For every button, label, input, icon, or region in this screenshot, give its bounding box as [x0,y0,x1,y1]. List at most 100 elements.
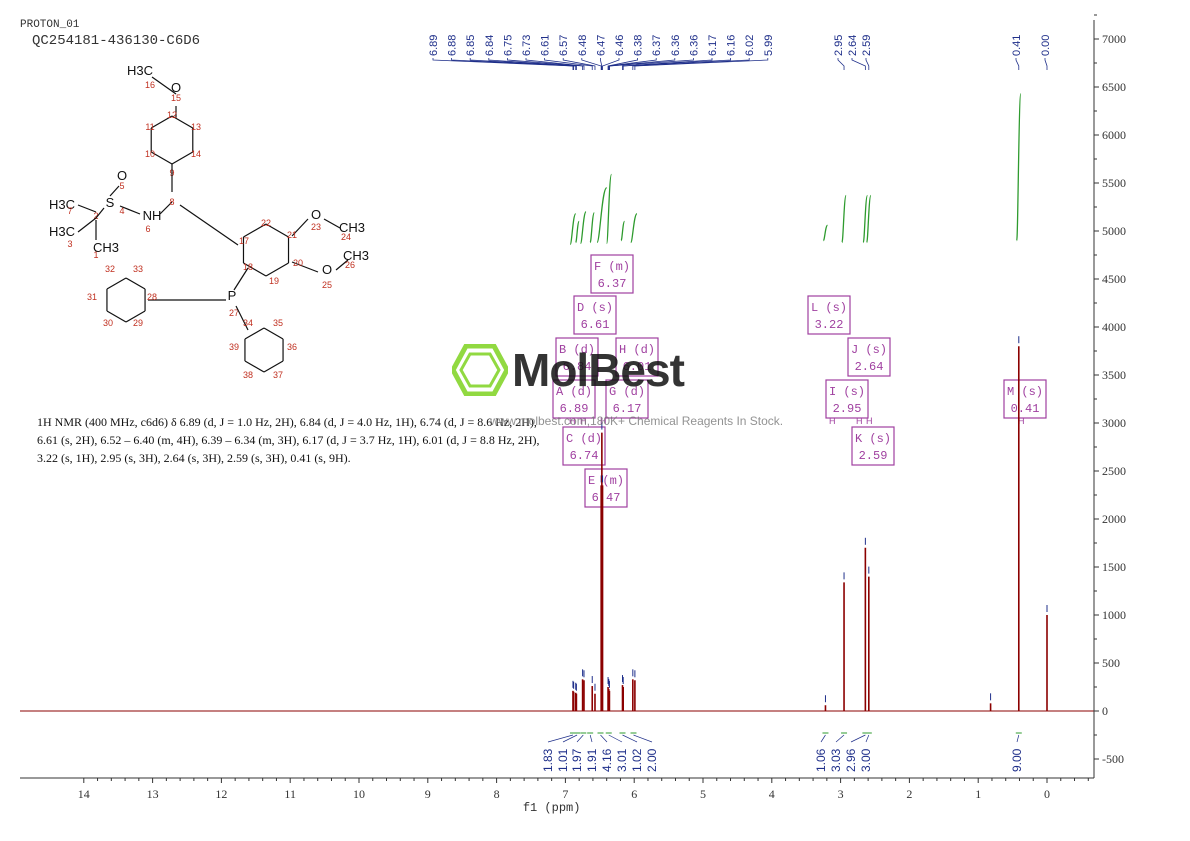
peak-label-connector [600,58,603,70]
peak-label-connector [581,58,602,70]
y-tick-label: 4000 [1102,320,1126,334]
atom-label: H3C [127,63,153,78]
integral-connector [835,734,845,743]
atom-number: 11 [145,122,154,132]
multiplet-box-frame [590,254,634,294]
atom-number: 1 [93,250,98,260]
bond [77,204,97,213]
atom-number: 15 [171,93,181,103]
atom-number: 5 [119,181,124,191]
atom-number: 13 [191,122,201,132]
multiplet-box-frame [615,337,659,377]
atom-number: 38 [243,370,253,380]
integral-value: 9.00 [1010,748,1024,772]
x-tick-label: 8 [494,787,500,801]
multiplet-box: C (d) 6.74 [562,426,606,466]
atom-label: NH [143,208,162,223]
integral-connector [608,734,623,743]
multiplet-box-frame [851,426,895,466]
integration-curve [630,213,638,244]
peak-label: 6.17 [707,35,719,56]
integration-curve [575,220,580,244]
multiplet-label: I (s) [829,385,865,399]
peak-label-connector [851,58,866,70]
bond [95,207,105,219]
bond [77,217,97,233]
atom-label: O [171,80,181,95]
sn-bond [119,205,141,215]
bond [323,218,341,229]
multiplet-label: L (s) [811,301,847,315]
atom-label: O [311,207,321,222]
multiplet-shift: 6.84 [563,360,592,374]
multiplet-label: B (d) [559,343,595,357]
atom-number: 36 [287,342,297,352]
spectrum-trace [20,336,1094,712]
x-tick-label: 11 [284,787,296,801]
peak-label-connector [622,58,731,70]
atom-number: 28 [147,292,157,302]
peak-label: 6.48 [577,35,589,56]
anisole-ring-bond [150,115,173,129]
peak-label: 6.89 [428,35,440,56]
multiplet-shift: 2.59 [859,449,888,463]
peak-label-connector [622,58,713,70]
peak-label: 6.61 [540,35,552,56]
atom-number: 33 [133,264,143,274]
atom-number: 30 [103,318,113,328]
peak-label: 5.99 [763,35,775,56]
peak-label: 2.64 [847,35,859,56]
atom-number: 20 [293,258,303,268]
atom-number: 24 [341,232,351,242]
multiplet-h-marker: H [569,416,576,426]
y-tick-label: 1500 [1102,560,1126,574]
peak-label-connector [506,58,583,70]
bond [291,261,319,273]
y-tick-label: 2500 [1102,464,1126,478]
sample-id: QC254181-436130-C6D6 [32,33,201,49]
atom-label: O [117,168,127,183]
peak-label: 6.88 [447,35,459,56]
peak-label: 6.02 [744,35,756,56]
atom-label: H3C [49,197,75,212]
atom-number: 34 [243,318,253,328]
multiplet-box-frame [573,295,617,335]
aryl-ring-bond [243,262,267,277]
atom-number: 7 [67,206,72,216]
integration-curve [589,212,595,244]
integration-curve [596,187,608,244]
atom-label: P [228,288,237,303]
atom-number: 2 [93,211,98,221]
peak-label-connector [602,58,620,70]
peak-label: 6.16 [726,35,738,56]
integration-curves [569,93,1022,246]
y-tick-label: 3000 [1102,416,1126,430]
y-tick-label: 6000 [1102,128,1126,142]
x-tick-label: 12 [215,787,227,801]
peak-label: 6.75 [502,35,514,56]
peak-label-connector [608,58,657,70]
x-tick-label: 9 [425,787,431,801]
atom-number: 3 [67,239,72,249]
nmr-summary-text: 1H NMR (400 MHz, c6d6) δ 6.89 (d, J = 1.… [37,415,540,465]
multiplet-box-frame [807,295,851,335]
phenyl-ring-b-bond [244,327,265,340]
multiplet-box: E (m) 6.47 [584,468,628,508]
multiplet-shift: 0.41 [1011,402,1040,416]
peak-label-connector [562,58,596,70]
y-tick-label: 0 [1102,704,1108,718]
integral-values: 1.83 1.01 1.97 1.91 4.16 3.01 1.02 2.00 1.06 3.03… [541,732,1024,772]
multiplet-h-marker: H [829,416,836,426]
phenyl-ring-a-bond [125,277,146,290]
x-tick-label: 1 [975,787,981,801]
x-axis-label: f1 (ppm) [523,801,581,815]
benzene-logo-icon [452,344,508,396]
aryl-ring-bond [243,223,267,238]
peak-label: 6.84 [484,35,496,56]
integral-value: 1.06 [814,748,828,772]
peak-label: 6.85 [465,35,477,56]
peak-label: 6.46 [614,35,626,56]
integral-connector [547,734,574,743]
multiplet-box-frame [552,379,596,419]
integration-curve [866,194,872,244]
